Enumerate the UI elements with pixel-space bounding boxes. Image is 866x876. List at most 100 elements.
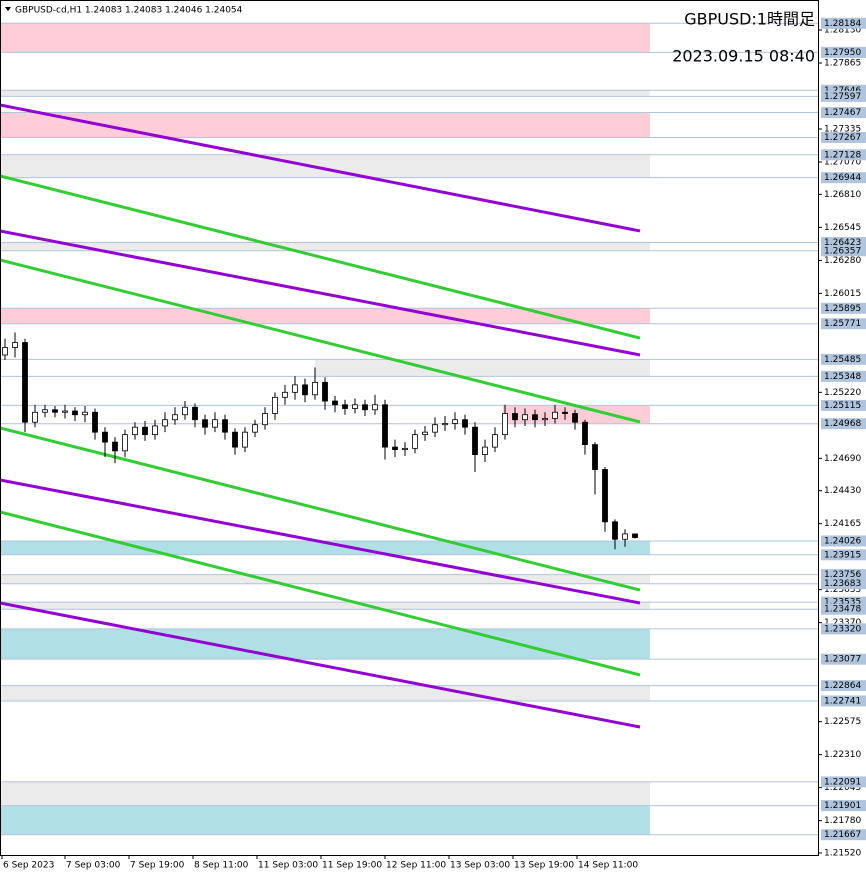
- level-label: 1.23320: [824, 624, 861, 634]
- level-label-bg: [821, 17, 866, 29]
- x-tick-label: 7 Sep 19:00: [130, 861, 185, 871]
- candle-body: [412, 434, 418, 449]
- level-label-bg: [821, 623, 866, 635]
- candle-body: [512, 413, 518, 421]
- level-label: 1.23915: [824, 550, 861, 560]
- candle-body: [262, 413, 268, 426]
- candle-body: [202, 419, 208, 428]
- level-label-bg: [821, 107, 866, 119]
- level-label-bg: [821, 418, 866, 430]
- trendline: [0, 478, 641, 605]
- candle-body: [392, 446, 398, 451]
- candle-body: [482, 446, 488, 455]
- level-label-bg: [821, 90, 866, 102]
- menu-arrow[interactable]: [5, 7, 11, 11]
- level-label: 1.25771: [824, 319, 861, 329]
- level-label: 1.23077: [824, 655, 861, 665]
- candle-body: [542, 418, 548, 421]
- zone: [0, 685, 650, 701]
- level-label-bg: [821, 46, 866, 58]
- x-tick-label: 7 Sep 03:00: [66, 861, 121, 871]
- candle-body: [492, 434, 498, 448]
- candles: [2, 332, 638, 550]
- level-label: 1.27646: [824, 86, 861, 96]
- candle-body: [622, 533, 628, 540]
- candle-body: [42, 409, 48, 413]
- x-tick-label: 13 Sep 19:00: [514, 861, 574, 871]
- candle-body: [372, 404, 378, 411]
- level-label: 1.21901: [824, 801, 861, 811]
- level-label-bg: [821, 302, 866, 314]
- level-label: 1.23683: [824, 579, 861, 589]
- chart-title: GBPUSD:1時間足: [684, 10, 815, 29]
- level-label: 1.27467: [824, 108, 861, 118]
- level-label-bg: [821, 578, 866, 590]
- candle-body: [22, 342, 28, 423]
- level-label-bg: [821, 318, 866, 330]
- candle-body: [82, 411, 88, 416]
- candle-body: [12, 342, 18, 348]
- y-tick-label: 1.22045: [824, 783, 861, 793]
- candle-body: [272, 396, 278, 414]
- y-tick-label: 1.25220: [824, 388, 861, 398]
- level-label-bg: [821, 776, 866, 788]
- candle-body: [382, 404, 388, 448]
- y-tick-label: 1.21520: [824, 849, 861, 859]
- level-label-bg: [821, 596, 866, 608]
- level-label-bg: [821, 569, 866, 581]
- level-label-bg: [821, 353, 866, 365]
- candle-body: [92, 411, 98, 433]
- candle-body: [612, 521, 618, 540]
- level-label-bg: [821, 172, 866, 184]
- candle-body: [222, 419, 228, 433]
- trendline: [0, 229, 641, 357]
- zone: [0, 805, 650, 835]
- level-label-bg: [821, 653, 866, 665]
- zone: [0, 308, 650, 324]
- candle-body: [162, 419, 168, 427]
- level-label: 1.23478: [824, 605, 861, 615]
- level-label-bg: [821, 370, 866, 382]
- level-label: 1.25348: [824, 372, 861, 382]
- y-tick-label: 1.28130: [824, 26, 861, 36]
- candle-body: [72, 410, 78, 416]
- zone: [0, 602, 650, 610]
- candle-body: [572, 413, 578, 423]
- candle-body: [582, 421, 588, 446]
- candle-body: [442, 423, 448, 426]
- y-tick-label: 1.24165: [824, 519, 861, 529]
- candle-body: [362, 404, 368, 411]
- zone: [0, 628, 650, 660]
- candle-body: [462, 419, 468, 428]
- zone: [0, 154, 650, 178]
- level-label: 1.26357: [824, 246, 861, 256]
- level-label: 1.23756: [824, 570, 861, 580]
- trendline: [0, 510, 641, 677]
- candle-body: [52, 409, 58, 413]
- y-tick-label: 1.27335: [824, 124, 861, 134]
- plot-frame: [0, 0, 819, 856]
- candle-body: [452, 419, 458, 424]
- trendline: [0, 103, 641, 233]
- x-tick-label: 11 Sep 03:00: [258, 861, 318, 871]
- level-label-bg: [821, 535, 866, 547]
- candle-body: [252, 424, 258, 433]
- y-tick-label: 1.22575: [824, 717, 861, 727]
- candle-body: [142, 426, 148, 436]
- x-tick-label: 13 Sep 03:00: [450, 861, 510, 871]
- trendline: [0, 174, 641, 340]
- candle-body: [152, 425, 158, 436]
- y-tick-label: 1.27865: [824, 59, 861, 69]
- trendline: [0, 426, 641, 592]
- candle-body: [432, 424, 438, 433]
- candle-body: [102, 431, 108, 443]
- candle-body: [182, 406, 188, 416]
- level-label: 1.21667: [824, 830, 861, 840]
- y-tick-label: 1.24690: [824, 454, 861, 464]
- y-tick-label: 1.22310: [824, 750, 861, 760]
- level-label: 1.22864: [824, 681, 861, 691]
- level-label-bg: [821, 603, 866, 615]
- zone: [315, 359, 650, 377]
- candle-body: [172, 414, 178, 421]
- candle-body: [602, 469, 608, 523]
